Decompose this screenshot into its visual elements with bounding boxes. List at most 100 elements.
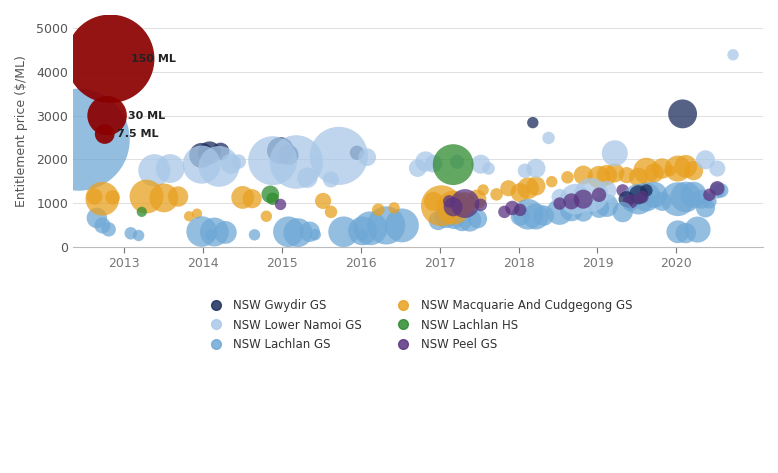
Point <box>616 187 629 194</box>
Point <box>101 112 114 119</box>
Point <box>372 206 384 213</box>
Point <box>387 204 400 212</box>
Point <box>282 151 295 159</box>
Point <box>671 195 684 203</box>
Point <box>158 194 170 201</box>
Point <box>191 210 203 218</box>
Point <box>514 212 527 220</box>
Point <box>440 213 452 220</box>
Point <box>679 163 692 170</box>
Point <box>577 171 590 179</box>
Point <box>412 164 424 172</box>
Point <box>260 212 272 220</box>
Point <box>679 229 692 237</box>
Point <box>542 134 555 142</box>
Point <box>553 193 566 201</box>
Point <box>514 206 527 214</box>
Point <box>577 208 590 216</box>
Point <box>699 156 712 164</box>
Point <box>219 228 232 236</box>
Point <box>396 222 408 229</box>
Point <box>522 184 534 192</box>
Text: 7.5 ML: 7.5 ML <box>117 129 158 139</box>
Point <box>601 187 613 194</box>
Point <box>195 161 208 168</box>
Point <box>608 169 621 177</box>
Point <box>688 191 700 199</box>
Point <box>96 222 109 229</box>
Point <box>275 147 287 154</box>
Point <box>459 200 471 207</box>
Point <box>172 193 184 201</box>
Point <box>380 222 392 229</box>
Y-axis label: Entitlement price ($/ML): Entitlement price ($/ML) <box>15 55 28 207</box>
Point <box>104 55 117 62</box>
Point <box>203 149 216 157</box>
Point <box>309 231 321 238</box>
Point <box>671 228 684 236</box>
Point <box>451 158 464 166</box>
Legend: NSW Gwydir GS, NSW Lower Namoi GS, NSW Lachlan GS, NSW Macquarie And Cudgegong G: NSW Gwydir GS, NSW Lower Namoi GS, NSW L… <box>204 299 633 351</box>
Point <box>664 167 676 175</box>
Point <box>601 171 613 179</box>
Point <box>301 174 314 182</box>
Point <box>477 186 489 194</box>
Point <box>459 200 471 207</box>
Point <box>292 229 304 236</box>
Point <box>656 165 668 172</box>
Point <box>569 195 582 203</box>
Point <box>640 193 653 201</box>
Point <box>527 119 539 126</box>
Point <box>561 174 573 181</box>
Point <box>88 193 100 201</box>
Point <box>593 174 605 181</box>
Point <box>640 167 653 175</box>
Point <box>164 165 177 172</box>
Point <box>282 228 295 236</box>
Point <box>448 215 461 223</box>
Point <box>246 195 258 202</box>
Point <box>565 206 577 214</box>
Point <box>124 229 137 237</box>
Point <box>640 187 653 194</box>
Point <box>107 193 119 201</box>
Point <box>324 208 337 216</box>
Point <box>676 110 689 118</box>
Point <box>303 228 316 236</box>
Point <box>696 195 708 203</box>
Point <box>593 191 605 199</box>
Text: 150 ML: 150 ML <box>131 54 176 64</box>
Point <box>317 197 329 205</box>
Point <box>601 201 613 209</box>
Point <box>213 163 226 170</box>
Point <box>183 212 195 220</box>
Point <box>99 130 111 138</box>
Point <box>620 171 633 179</box>
Point <box>699 204 712 212</box>
Point <box>703 198 716 205</box>
Point <box>530 165 542 172</box>
Point <box>364 225 377 232</box>
Point <box>361 153 373 161</box>
Point <box>135 208 148 216</box>
Point <box>419 158 432 166</box>
Point <box>140 193 152 201</box>
Point <box>633 191 645 199</box>
Point <box>538 212 550 219</box>
Point <box>490 191 503 198</box>
Point <box>679 193 692 201</box>
Point <box>633 195 645 203</box>
Point <box>471 195 483 203</box>
Point <box>703 191 716 199</box>
Point <box>132 232 145 239</box>
Point <box>565 198 577 205</box>
Point <box>471 215 484 223</box>
Point <box>545 178 558 185</box>
Point <box>96 195 109 202</box>
Point <box>195 228 208 236</box>
Point <box>275 201 287 208</box>
Point <box>715 187 727 194</box>
Point <box>514 189 527 196</box>
Point <box>616 208 629 216</box>
Point <box>624 198 636 205</box>
